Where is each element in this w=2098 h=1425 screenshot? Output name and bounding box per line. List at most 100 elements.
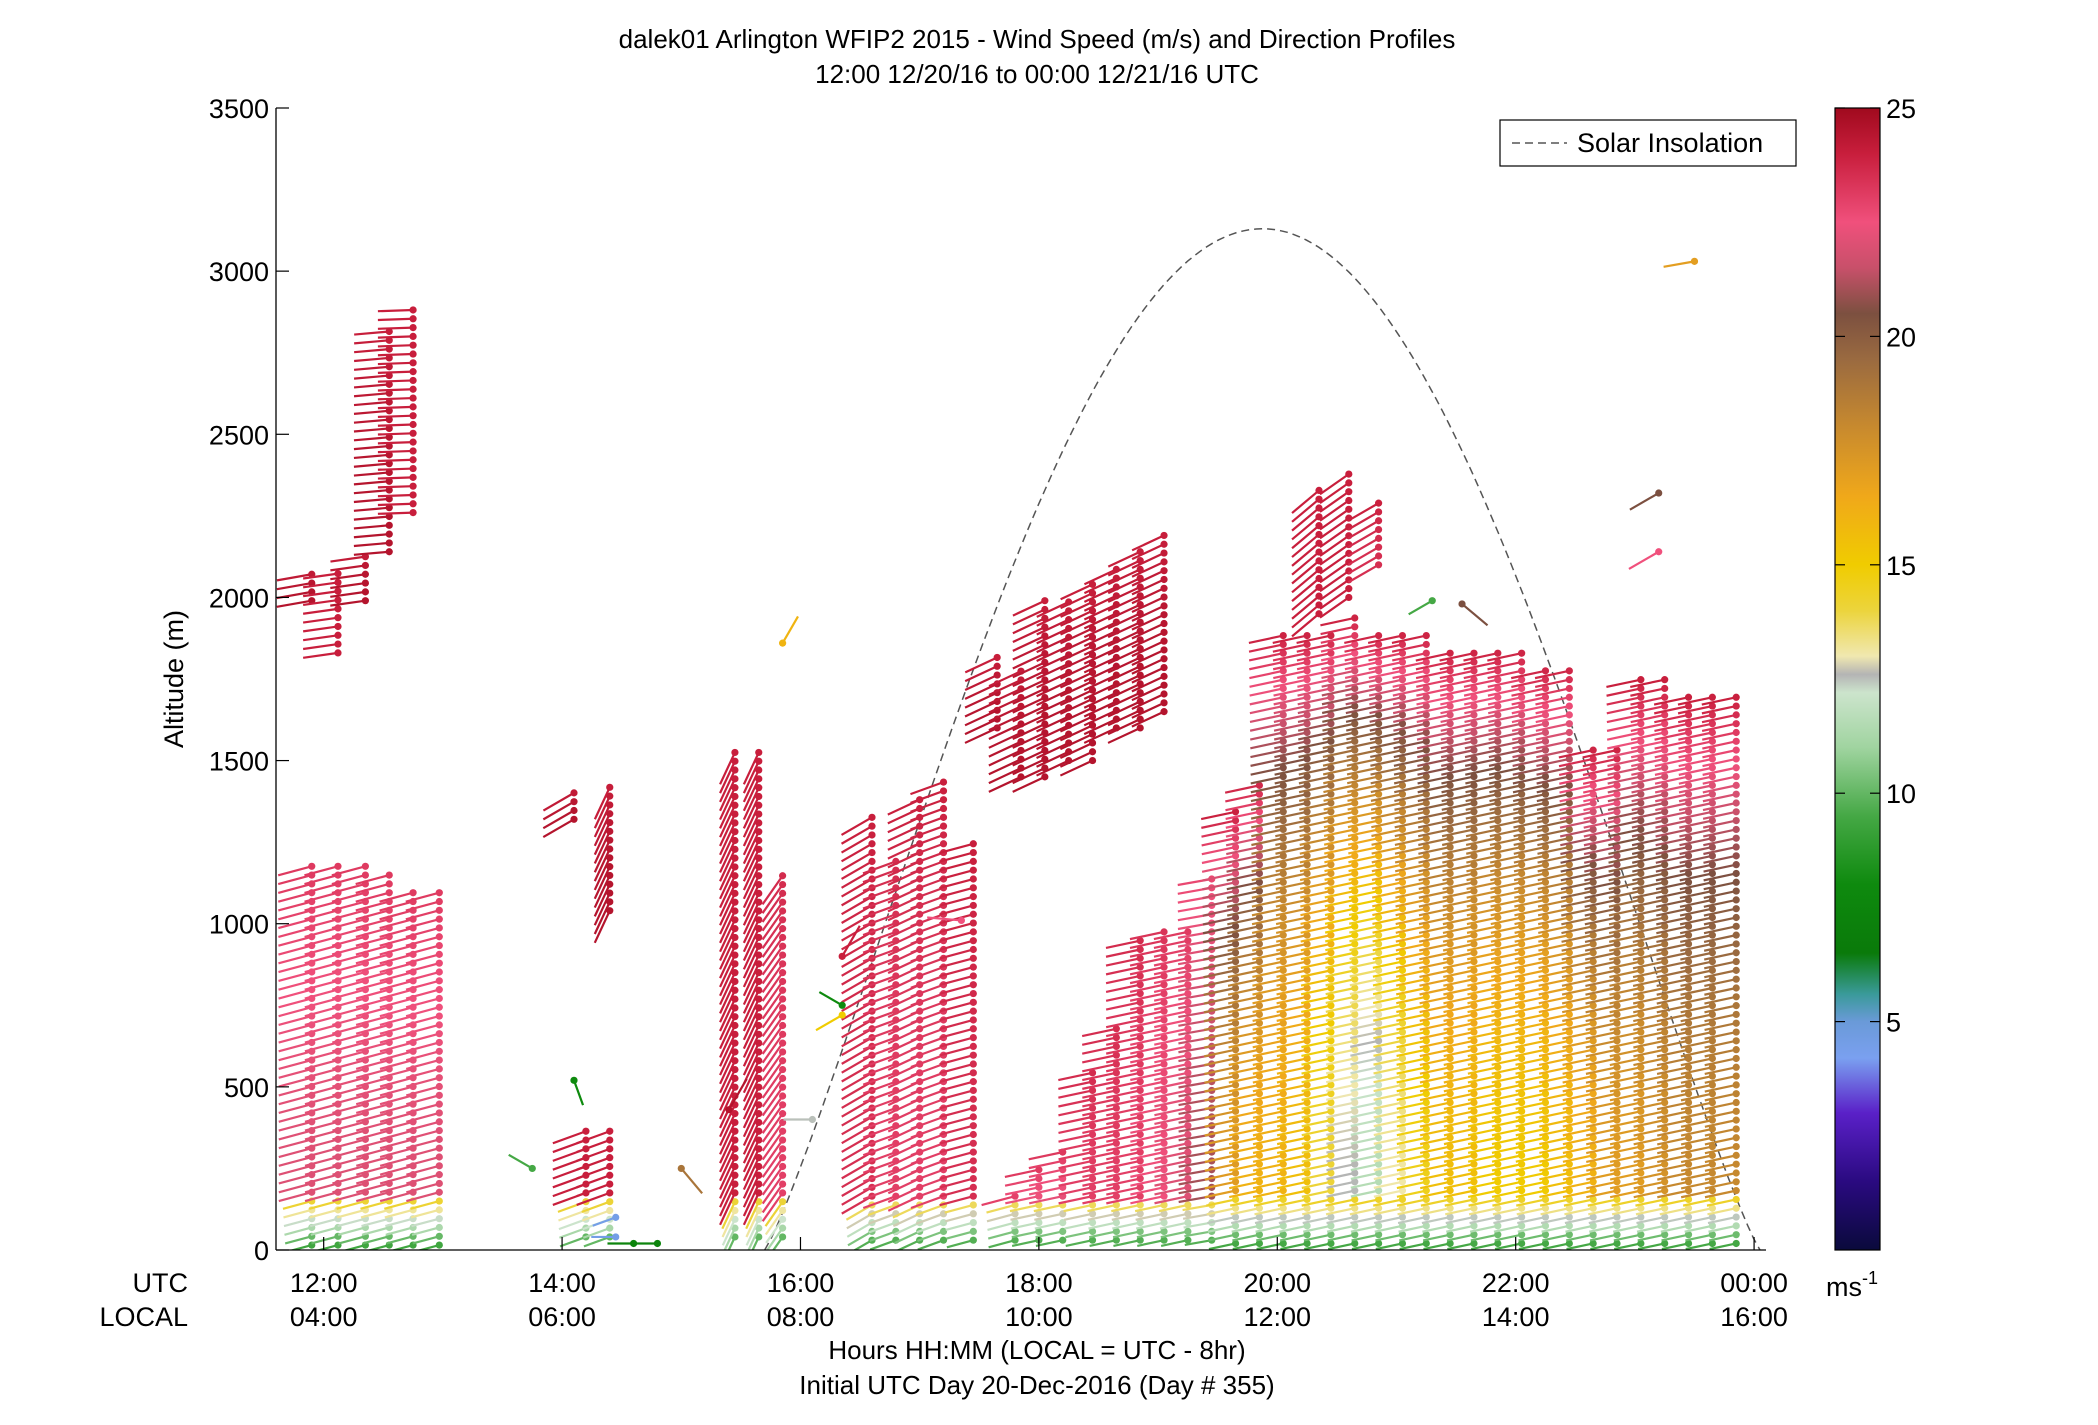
wind-barb-shaft <box>406 1147 440 1159</box>
wind-barb-dot <box>1160 655 1168 663</box>
wind-barb-dot <box>755 863 763 871</box>
wind-barb-dot <box>1255 869 1263 878</box>
wind-barb-shaft <box>1301 1110 1332 1119</box>
wind-barb-dot <box>1398 1169 1407 1177</box>
wind-barb-shaft <box>1320 643 1355 653</box>
wind-barb-dot <box>1398 1178 1407 1186</box>
wind-barb-shaft <box>1273 669 1308 680</box>
wind-barb-shaft <box>1089 1230 1117 1239</box>
wind-barb-shaft <box>1349 934 1379 943</box>
wind-barb-shaft <box>1232 1233 1260 1242</box>
wind-barb-shaft <box>1301 1127 1332 1137</box>
wind-barb-dot <box>1303 1178 1311 1186</box>
wind-barb-dot <box>334 570 342 578</box>
wind-barb-shaft <box>1036 627 1070 645</box>
wind-barb-dot <box>435 1144 443 1152</box>
wind-barb-shaft <box>841 1186 873 1206</box>
wind-barb-dot <box>1160 637 1168 645</box>
wind-barb-dot <box>1231 1054 1240 1063</box>
wind-barb-shaft <box>332 1147 366 1159</box>
wind-barb-shaft <box>841 869 873 889</box>
wind-barb-shaft <box>355 1147 390 1159</box>
wind-barb-shaft <box>862 886 897 901</box>
wind-barb-dot <box>1375 1081 1383 1089</box>
wind-barb-dot <box>1160 1130 1168 1139</box>
wind-barb-shaft <box>1204 1101 1236 1111</box>
wind-barb-shaft <box>379 1076 414 1088</box>
wind-barb-dot <box>731 1021 739 1030</box>
wind-barb-dot <box>1255 1160 1263 1168</box>
wind-barb-shaft <box>1301 1154 1332 1163</box>
wind-barb-shaft <box>1250 784 1284 794</box>
wind-barb-dot <box>779 1171 787 1179</box>
wind-barb-dot <box>1035 1218 1043 1227</box>
wind-barb-dot <box>755 1162 763 1171</box>
wind-barb-shaft <box>1154 1159 1189 1170</box>
wind-barb-shaft <box>841 1124 873 1145</box>
wind-barb-dot <box>1279 993 1287 1001</box>
wind-barb-dot <box>1160 1060 1168 1068</box>
wind-barb-shaft <box>939 904 974 916</box>
wind-barb-dot <box>385 433 393 441</box>
wind-barb-dot <box>1375 931 1383 939</box>
wind-barb-dot <box>1351 676 1359 684</box>
wind-barb-shaft <box>719 822 736 856</box>
wind-barb-shaft <box>841 1027 873 1048</box>
wind-barb-shaft <box>1083 718 1117 736</box>
wind-barb-dot <box>1327 684 1335 693</box>
wind-barb-shaft <box>1326 1180 1355 1189</box>
wind-barb-dot <box>1088 704 1097 712</box>
wind-barb-dot <box>1136 1130 1144 1139</box>
wind-barb-dot <box>1684 693 1693 701</box>
wind-barb-shaft <box>742 1016 760 1050</box>
wind-barb-shaft <box>761 1121 784 1152</box>
wind-barb-shaft <box>1276 1163 1308 1172</box>
wind-barb-dot <box>1375 1037 1383 1045</box>
wind-barb-dot <box>1422 640 1430 649</box>
wind-barb-dot <box>1327 1116 1335 1124</box>
wind-barb-dot <box>731 1083 739 1091</box>
wind-barb-shaft <box>1301 1048 1332 1058</box>
wind-barb-shaft <box>1112 1221 1141 1230</box>
wind-barb-shaft <box>353 462 390 468</box>
wind-barb-shaft <box>1275 863 1308 873</box>
wind-barb-dot <box>385 389 393 397</box>
wind-barb-shaft <box>1107 550 1141 568</box>
wind-barb-dot <box>779 1180 787 1188</box>
wind-barb-dot <box>1160 1192 1168 1200</box>
wind-barb-dot <box>969 1210 977 1218</box>
wind-barb-shaft <box>1036 653 1070 671</box>
wind-barb-dot <box>435 1188 443 1196</box>
wind-barb-dot <box>361 579 369 587</box>
wind-barb-shaft <box>278 918 313 930</box>
wind-barb-shaft <box>719 989 736 1023</box>
wind-barb-dot <box>1351 1213 1359 1221</box>
wind-barb-shaft <box>1325 1004 1355 1013</box>
wind-barb-dot <box>1255 781 1263 789</box>
wind-barb-dot <box>1351 755 1359 763</box>
wind-barb-dot <box>731 757 739 765</box>
wind-barb-shaft <box>841 966 873 986</box>
wind-barb-dot <box>1279 1098 1287 1107</box>
wind-barb-shaft <box>304 1059 339 1071</box>
wind-barb-dot <box>385 424 393 433</box>
wind-barb-shaft <box>761 1095 784 1126</box>
wind-barb-shaft <box>576 1130 611 1145</box>
wind-barb-shaft <box>939 992 974 1004</box>
wind-barb-shaft <box>1273 713 1308 724</box>
wind-barb-dot <box>1279 746 1287 754</box>
wind-barb-dot <box>1160 1166 1168 1174</box>
wind-barb-dot <box>731 1057 739 1065</box>
wind-barb-shaft <box>761 980 784 1011</box>
wind-barb-shaft <box>862 1018 897 1033</box>
wind-barb-dot <box>731 1145 739 1153</box>
wind-barb-dot <box>731 933 739 942</box>
wind-barb-dot <box>1231 1046 1240 1054</box>
wind-barb-shaft <box>1276 1180 1308 1190</box>
wind-barb-shaft <box>1276 1154 1308 1163</box>
wind-barb-dot <box>1136 954 1144 962</box>
wind-barb-shaft <box>910 1186 944 1201</box>
wind-barb-dot <box>1351 711 1359 719</box>
wind-barb-shaft <box>1226 898 1260 908</box>
wind-barb-dot <box>779 898 787 906</box>
